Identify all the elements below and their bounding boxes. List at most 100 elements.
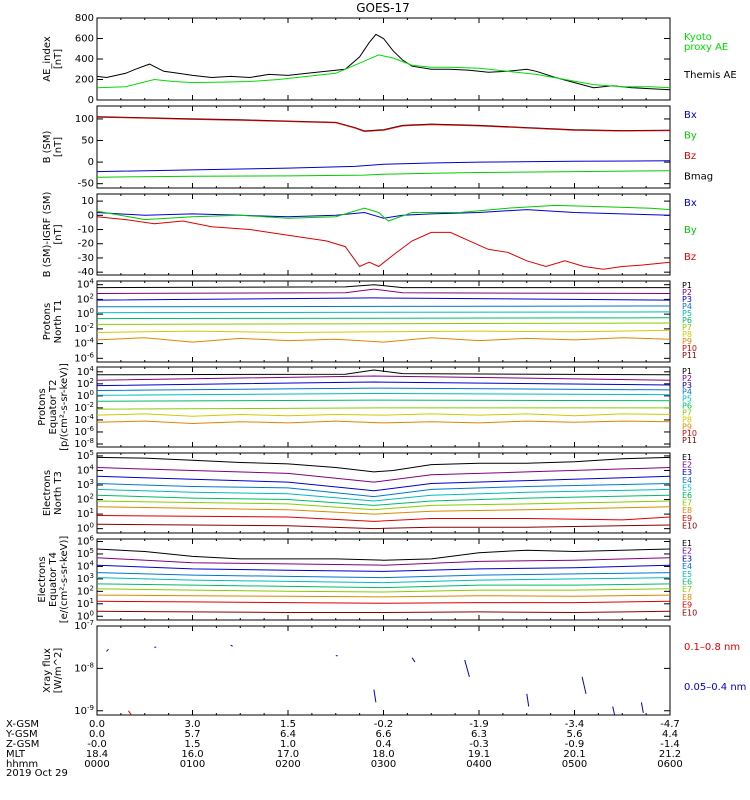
legend-entry: Bx	[684, 110, 697, 121]
y-tick-label: 103	[77, 572, 94, 585]
series-group	[97, 548, 670, 614]
footer-row-label: Y-GSM	[5, 729, 38, 740]
series-line	[97, 399, 670, 402]
legend-entry: E3	[682, 554, 692, 563]
chart-title: GOES-17	[356, 1, 410, 15]
y-tick-label: 103	[77, 478, 94, 491]
legend-entry: 0.1–0.8 nm	[684, 642, 740, 653]
footer-value: 18.4	[86, 749, 108, 760]
footer-value: 0.0	[89, 729, 105, 740]
series-line	[97, 583, 670, 589]
legend-entry: P9	[682, 337, 692, 346]
y-tick-label: -10	[78, 225, 94, 236]
footer-value: -1.9	[469, 719, 489, 730]
series-line	[97, 337, 670, 343]
y-axis-label: Protons	[42, 303, 53, 340]
footer-value: -1.4	[660, 739, 680, 750]
legend-entry: E1	[682, 453, 692, 462]
series-line	[97, 216, 670, 270]
legend-entry: Bx	[684, 198, 697, 209]
series-line	[97, 588, 670, 593]
legend-entry: E4	[682, 562, 692, 571]
y-axis-label: Electrons	[37, 556, 48, 602]
y-tick-label: 200	[75, 75, 94, 86]
legend-entry: P11	[682, 351, 697, 360]
footer-value: 0000	[84, 759, 109, 770]
y-tick-label: 104	[77, 559, 95, 572]
footer-value: -0.9	[565, 739, 585, 750]
legend-entry: Bz	[684, 151, 696, 162]
y-tick-label: 10-9	[74, 704, 94, 717]
legend-entry: P6	[682, 316, 692, 325]
series-line	[97, 116, 670, 133]
y-axis-label: [p/(cm²-s-sr-keV)]	[59, 363, 70, 451]
footer-value: 18.0	[372, 749, 394, 760]
series-group	[97, 33, 670, 91]
legend-entry: E5	[682, 570, 692, 579]
series-line	[97, 381, 670, 387]
footer-value: 5.6	[567, 729, 583, 740]
legend-entry: E9	[682, 514, 692, 523]
footer-value: 21.2	[659, 749, 681, 760]
series-line	[106, 648, 109, 652]
legend-entry: E4	[682, 476, 692, 485]
legend-entry: P3	[682, 381, 692, 390]
series-line	[97, 204, 670, 222]
y-axis-label: Equator T2	[48, 380, 59, 435]
footer-value: 6.6	[376, 729, 392, 740]
legend-entry: E1	[682, 539, 692, 548]
date-label: 2019 Oct 29	[6, 768, 68, 779]
legend-entry: P2	[682, 288, 692, 297]
y-tick-label: 101	[77, 507, 94, 520]
series-line	[97, 392, 670, 396]
y-tick-label: 105	[77, 547, 94, 560]
series-group	[97, 204, 670, 270]
legend-entry: P8	[682, 415, 692, 424]
series-line	[97, 594, 670, 598]
series-line	[97, 413, 670, 417]
footer-value: 0.0	[89, 719, 105, 730]
y-tick-label: 10-4	[74, 337, 94, 350]
legend-entry: P2	[682, 374, 692, 383]
y-tick-label: 10	[81, 196, 94, 207]
y-tick-label: -40	[78, 267, 94, 278]
y-axis-label: Electrons	[42, 470, 53, 516]
y-tick-label: 400	[75, 54, 94, 65]
legend-entry: P3	[682, 295, 692, 304]
y-tick-label: -30	[78, 253, 94, 264]
footer-row-label: X-GSM	[6, 719, 39, 730]
series-line	[97, 506, 670, 515]
legend-entry: By	[684, 131, 697, 142]
footer-value: 1.0	[280, 739, 296, 750]
y-axis-label: Equator T4	[48, 552, 59, 607]
series-line	[526, 693, 530, 707]
legend-entry: E2	[682, 461, 692, 470]
y-tick-label: 800	[75, 13, 94, 24]
series-line	[97, 456, 670, 473]
y-tick-label: 100	[77, 307, 94, 320]
y-tick-label: 104	[77, 463, 95, 476]
y-tick-label: 102	[77, 292, 94, 305]
series-line	[97, 500, 670, 511]
y-tick-label: 600	[75, 34, 94, 45]
series-line	[373, 689, 377, 703]
series-group	[106, 644, 644, 715]
series-line	[97, 170, 670, 178]
y-tick-label: 105	[77, 449, 94, 462]
footer-value: 6.4	[280, 729, 296, 740]
series-line	[97, 160, 670, 173]
footer-value: 6.3	[471, 729, 487, 740]
series-line	[97, 284, 670, 289]
footer-value: 19.1	[468, 749, 490, 760]
y-tick-label: 0	[88, 210, 94, 221]
y-tick-label: 10-8	[74, 661, 94, 674]
y-axis-label: [nT]	[53, 137, 64, 157]
y-axis-label: Protons	[37, 388, 48, 425]
series-line	[97, 488, 670, 502]
footer-value: -0.2	[374, 719, 394, 730]
y-tick-label: 102	[77, 584, 94, 597]
series-line	[97, 288, 670, 294]
legend-entry: E7	[682, 585, 692, 594]
series-group	[97, 116, 670, 178]
y-tick-label: 10-2	[74, 322, 94, 335]
